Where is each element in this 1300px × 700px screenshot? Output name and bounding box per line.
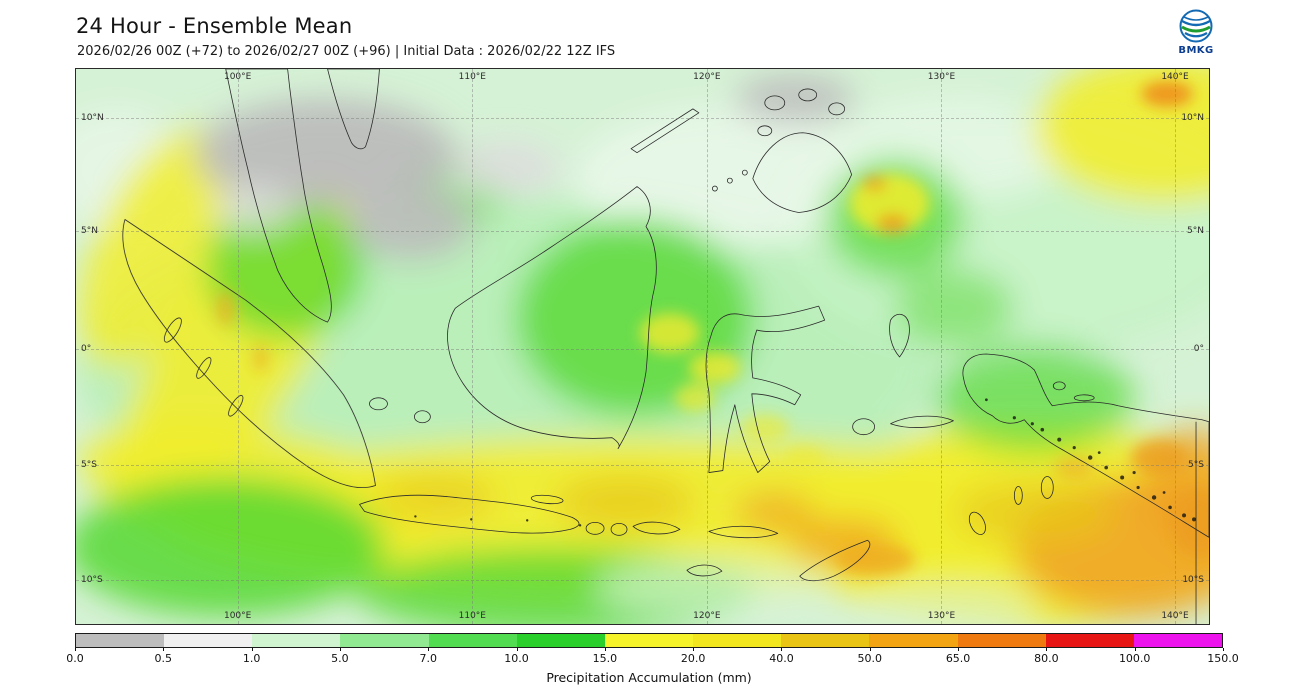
- colorbar-tickmark: [781, 648, 783, 651]
- bmkg-globe-icon: [1179, 9, 1213, 43]
- lat-label-left: 5°S: [81, 459, 97, 470]
- colorbar-tickmark: [339, 648, 341, 651]
- colorbar-tickmark: [693, 648, 695, 651]
- lat-label-left: 10°N: [81, 112, 104, 123]
- lat-label-left: 0°: [81, 343, 92, 354]
- lat-label-right: 10°S: [1182, 575, 1204, 586]
- colorbar: [75, 633, 1223, 648]
- gridline-horizontal: [76, 117, 1209, 119]
- lon-label-bottom: 120°E: [693, 611, 721, 621]
- lon-label-top: 100°E: [223, 72, 252, 82]
- colorbar-tick-label: 20.0: [680, 652, 706, 665]
- colorbar-segment: [781, 634, 870, 647]
- page-title: 24 Hour - Ensemble Mean: [76, 14, 353, 38]
- colorbar-segment: [693, 634, 782, 647]
- colorbar-tick-label: 0.5: [154, 652, 173, 665]
- lon-label-bottom: 140°E: [1161, 611, 1189, 621]
- lon-label-top: 120°E: [693, 72, 721, 82]
- lon-label-bottom: 130°E: [927, 611, 956, 621]
- lat-label-right: 10°N: [1181, 112, 1204, 123]
- colorbar-tick-label: 100.0: [1118, 652, 1151, 665]
- colorbar-segment: [164, 634, 253, 647]
- gridline-horizontal: [76, 231, 1209, 233]
- colorbar-tickmark: [958, 648, 960, 651]
- colorbar-tickmark: [1223, 648, 1224, 651]
- colorbar-segment: [516, 634, 605, 647]
- colorbar-segment: [340, 634, 429, 647]
- gridline-vertical: [1175, 69, 1176, 624]
- page-subtitle: 2026/02/26 00Z (+72) to 2026/02/27 00Z (…: [77, 44, 616, 59]
- gridline-vertical: [706, 69, 708, 624]
- colorbar-segment: [252, 634, 341, 647]
- lon-label-bottom: 110°E: [458, 611, 486, 621]
- lon-label-bottom: 100°E: [223, 611, 252, 621]
- colorbar-tickmark: [604, 648, 606, 651]
- terrain-dots: [414, 398, 1197, 527]
- colorbar-tick-label: 40.0: [769, 652, 794, 665]
- bmkg-logo-label: BMKG: [1178, 45, 1214, 56]
- colorbar-tickmark: [516, 648, 518, 651]
- colorbar-tick-label: 50.0: [857, 652, 883, 665]
- lat-label-right: 5°N: [1187, 226, 1204, 237]
- colorbar-tick-label: 15.0: [592, 652, 618, 665]
- lat-label-right: 0°: [1193, 343, 1204, 354]
- gridline-vertical: [941, 69, 943, 624]
- colorbar-tickmark: [75, 648, 76, 651]
- gridline-horizontal: [76, 580, 1209, 582]
- gridline-horizontal: [76, 464, 1209, 466]
- precipitation-map: 100°E 100°E 110°E 110°E 120°E 120°E 130°E 130°E…: [75, 68, 1210, 625]
- lat-label-left: 5°N: [81, 226, 98, 237]
- colorbar-tick-label: 7.0: [419, 652, 437, 665]
- colorbar-tickmark: [163, 648, 165, 651]
- colorbar-tickmark: [251, 648, 253, 651]
- colorbar-tick-label: 1.0: [242, 652, 261, 665]
- colorbar-segment: [1045, 634, 1134, 647]
- colorbar-segment: [957, 634, 1046, 647]
- colorbar-segment: [428, 634, 517, 647]
- colorbar-tickmark: [1134, 648, 1136, 651]
- colorbar-tick-label: 5.0: [331, 652, 349, 665]
- colorbar-tick-label: 65.0: [945, 652, 971, 665]
- bmkg-logo: BMKG: [1172, 8, 1220, 56]
- lon-label-top: 110°E: [458, 72, 486, 82]
- lat-label-left: 10°S: [81, 575, 103, 586]
- colorbar-tick-label: 0.0: [66, 652, 84, 665]
- gridline-horizontal: [76, 348, 1209, 350]
- map-overlay: 100°E 100°E 110°E 110°E 120°E 120°E 130°E 130°E…: [76, 69, 1209, 624]
- gridline-vertical: [472, 69, 474, 624]
- precipitation-field-svg: [76, 69, 1209, 624]
- lon-label-top: 140°E: [1161, 72, 1189, 82]
- colorbar-segment: [604, 634, 694, 647]
- colorbar-tick-label: 80.0: [1034, 652, 1059, 665]
- coastline-paths: [122, 69, 1209, 624]
- colorbar-ticks: 0.0 0.5 1.0 5.0 7.0 10.0 15.0 20.0 40.0 50.0 65.0 8…: [66, 648, 1239, 665]
- lat-label-right: 5°S: [1188, 459, 1204, 470]
- colorbar-segment: [869, 634, 958, 647]
- lon-label-top: 130°E: [927, 72, 956, 82]
- colorbar-tickmark: [1046, 648, 1048, 651]
- precip-spots: [215, 80, 1209, 576]
- colorbar-segment: [76, 634, 165, 647]
- colorbar-tickmark: [869, 648, 871, 651]
- colorbar-tickmark: [428, 648, 430, 651]
- colorbar-segment: [1133, 634, 1223, 647]
- colorbar-tick-label: 10.0: [504, 652, 529, 665]
- gridline-vertical: [237, 69, 239, 624]
- colorbar-tick-label: 150.0: [1207, 652, 1239, 665]
- colorbar-title: Precipitation Accumulation (mm): [546, 670, 752, 685]
